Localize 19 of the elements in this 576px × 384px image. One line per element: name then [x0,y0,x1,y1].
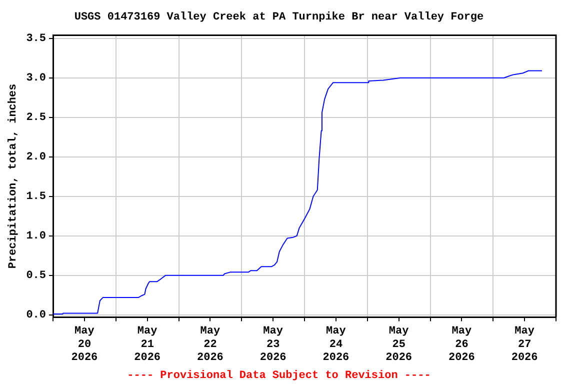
y-tick-label: 1.0 [26,230,46,243]
x-tick-label: May 20 2026 [71,326,98,364]
y-tick-label: 3.5 [26,33,46,46]
x-tick-label: May 21 2026 [134,326,161,364]
x-tick-label: May 23 2026 [260,326,286,364]
x-tick-label: May 22 2026 [196,326,224,364]
y-tick-label: 3.0 [26,72,46,85]
x-tick-label: May 27 2026 [511,326,538,364]
x-tick-label: May 24 2026 [322,326,350,364]
y-axis-title: Precipitation, total, inches [7,84,20,269]
y-tick-label: 2.5 [26,112,46,124]
chart-title: USGS 01473169 Valley Creek at PA Turnpike Br near Valley Forge [74,11,484,24]
x-tick-label: May 26 2026 [448,326,475,364]
y-tick-label: 0.0 [26,310,46,322]
text: ---- Provisional Data Subject to Revision ---- [127,370,431,382]
x-tick-label: May 25 2026 [386,326,412,364]
y-tick-label: 1.5 [26,191,46,204]
y-tick-label: 2.0 [26,152,46,164]
y-tick-label: 0.5 [26,270,46,282]
